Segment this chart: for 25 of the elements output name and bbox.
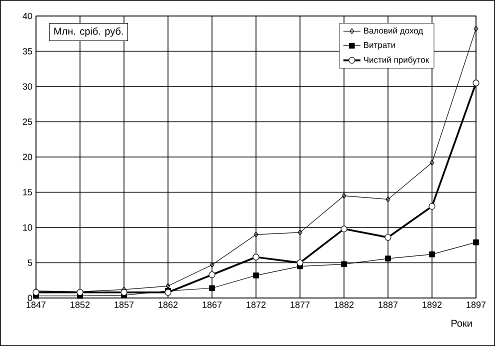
y-tick-label: 5 — [28, 260, 32, 266]
x-tick-label: 1847 — [26, 302, 46, 308]
legend-label: Валовий доход — [364, 27, 423, 36]
x-tick-label: 1862 — [158, 302, 178, 308]
x-axis-title: Роки — [452, 320, 472, 327]
x-tick-label: 1892 — [422, 302, 442, 308]
y-tick-label: 10 — [23, 224, 32, 231]
y-axis-title: Млн. сріб. руб. — [54, 27, 123, 37]
y-tick-label: 30 — [22, 83, 32, 90]
y-tick-label: 35 — [22, 48, 32, 54]
legend-label: Чистий прибуток — [364, 56, 430, 64]
x-tick-label: 1867 — [202, 302, 222, 308]
y-tick-label: 15 — [23, 189, 32, 196]
x-tick-label: 1852 — [70, 302, 90, 308]
y-tick-label: 40 — [22, 12, 32, 20]
x-tick-label: 1882 — [334, 302, 354, 308]
y-tick-label: 20 — [22, 154, 32, 160]
y-tick-label: 0 — [28, 294, 32, 302]
legend-label: Витрати — [364, 42, 395, 50]
x-tick-label: 1857 — [114, 302, 134, 308]
x-tick-label: 1897 — [466, 302, 486, 308]
x-tick-label: 1877 — [290, 302, 310, 308]
x-tick-label: 1872 — [246, 302, 266, 308]
x-tick-label: 1887 — [378, 302, 398, 308]
y-tick-label: 25 — [22, 118, 32, 125]
